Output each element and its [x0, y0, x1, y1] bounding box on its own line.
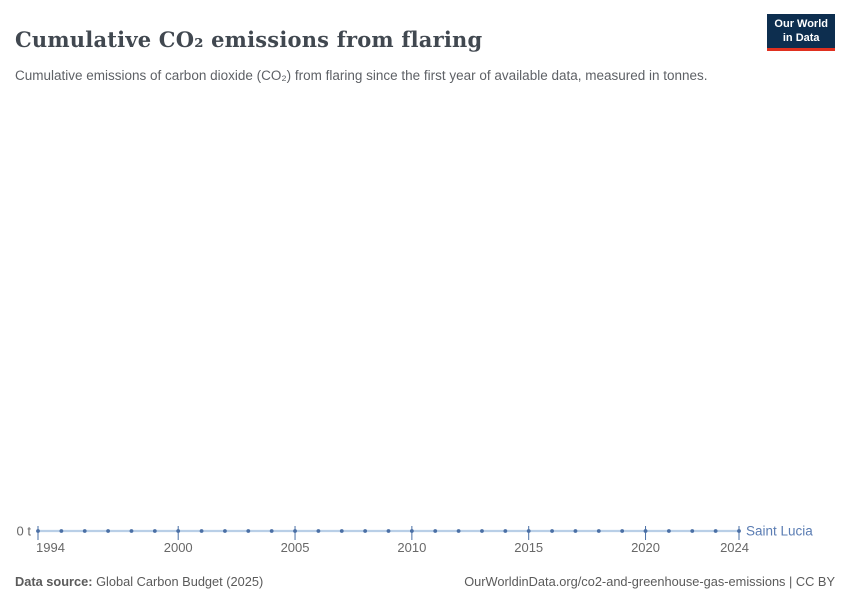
- x-tick-label: 2005: [281, 540, 310, 555]
- data-point[interactable]: [409, 529, 414, 533]
- chart-subtitle: Cumulative emissions of carbon dioxide (…: [15, 67, 708, 83]
- data-point[interactable]: [690, 529, 695, 533]
- x-tick-label: 2024: [720, 540, 749, 555]
- data-point[interactable]: [36, 529, 40, 533]
- footer-url-license[interactable]: OurWorldinData.org/co2-and-greenhouse-ga…: [464, 574, 835, 589]
- data-point[interactable]: [550, 529, 554, 533]
- data-point[interactable]: [223, 529, 227, 533]
- data-source-note: Data source: Global Carbon Budget (2025): [15, 574, 263, 589]
- x-tick-label: 2000: [164, 540, 193, 555]
- series-label[interactable]: Saint Lucia: [746, 524, 813, 539]
- data-point[interactable]: [596, 529, 601, 533]
- data-point[interactable]: [129, 529, 134, 533]
- data-source-value: Global Carbon Budget (2025): [96, 574, 264, 589]
- data-point[interactable]: [59, 529, 64, 533]
- data-point[interactable]: [643, 529, 648, 533]
- owid-logo[interactable]: Our World in Data: [767, 14, 835, 51]
- data-point[interactable]: [106, 529, 110, 533]
- data-point[interactable]: [456, 529, 461, 533]
- data-point[interactable]: [737, 529, 741, 533]
- y-tick-label: 0 t: [17, 524, 32, 539]
- data-point[interactable]: [176, 529, 181, 533]
- owid-logo-line2: in Data: [782, 31, 820, 44]
- data-point[interactable]: [269, 529, 274, 533]
- page-title: Cumulative CO₂ emissions from flaring: [15, 27, 483, 53]
- data-point[interactable]: [480, 529, 484, 533]
- data-point[interactable]: [433, 529, 438, 533]
- data-point[interactable]: [293, 529, 297, 533]
- x-tick-label: 2010: [397, 540, 426, 555]
- data-point[interactable]: [82, 529, 87, 533]
- data-point[interactable]: [363, 529, 368, 533]
- data-point[interactable]: [526, 529, 531, 533]
- data-point[interactable]: [316, 529, 321, 533]
- data-point[interactable]: [667, 529, 671, 533]
- data-point[interactable]: [503, 529, 508, 533]
- data-point[interactable]: [339, 529, 344, 533]
- x-tick-label: 2020: [631, 540, 660, 555]
- x-tick-label: 2015: [514, 540, 543, 555]
- chart-plot-area[interactable]: 1994 2000 2005 2010 2015 2020 2024 0 t Saint Luc…: [0, 500, 850, 562]
- data-source-label: Data source:: [15, 574, 93, 589]
- owid-logo-line1: Our World: [774, 18, 828, 30]
- data-point[interactable]: [152, 529, 157, 533]
- chart-footer: Data source: Global Carbon Budget (2025)…: [15, 574, 835, 589]
- line-chart-svg: 1994 2000 2005 2010 2015 2020 2024 0 t Saint Luc…: [17, 524, 814, 556]
- data-point[interactable]: [713, 529, 718, 533]
- data-point[interactable]: [246, 529, 251, 533]
- data-point[interactable]: [620, 529, 625, 533]
- data-point[interactable]: [386, 529, 391, 533]
- data-point[interactable]: [573, 529, 578, 533]
- data-point[interactable]: [199, 529, 204, 533]
- x-tick-label: 1994: [36, 540, 65, 555]
